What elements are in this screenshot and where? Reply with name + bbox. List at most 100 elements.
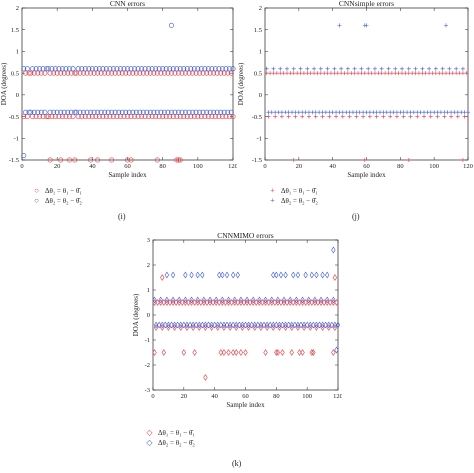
data-point-s1 bbox=[286, 114, 291, 119]
data-point-s2 bbox=[224, 271, 230, 279]
data-point-s1 bbox=[332, 71, 337, 76]
data-point-s2 bbox=[172, 321, 177, 329]
data-point-s2 bbox=[257, 296, 262, 304]
data-point-s2 bbox=[320, 110, 325, 115]
data-point-s2 bbox=[212, 321, 217, 329]
data-point-s2 bbox=[291, 66, 296, 71]
data-point-s1 bbox=[160, 114, 166, 120]
data-point-s1 bbox=[356, 71, 361, 76]
data-point-s1 bbox=[183, 299, 188, 306]
data-point-s2 bbox=[379, 66, 384, 71]
y-tick-label: 3 bbox=[147, 237, 150, 244]
data-point-s2 bbox=[221, 321, 227, 329]
data-point-s2 bbox=[170, 66, 176, 72]
data-point-s1 bbox=[450, 71, 455, 76]
data-point-s1 bbox=[234, 324, 239, 331]
data-point-s1 bbox=[156, 114, 162, 120]
data-point-s2 bbox=[75, 66, 81, 72]
y-tick-label: -3 bbox=[145, 387, 150, 394]
data-point-s1 bbox=[401, 114, 406, 119]
data-point-s1 bbox=[293, 114, 298, 119]
legend-marker-2: ○ bbox=[34, 196, 39, 205]
data-point-s2 bbox=[235, 271, 240, 279]
x-tick-label: 60 bbox=[242, 393, 249, 400]
data-point-s2 bbox=[226, 296, 231, 304]
data-point-s1 bbox=[30, 114, 36, 120]
data-point-s2 bbox=[384, 110, 389, 115]
data-point-s1 bbox=[37, 114, 43, 120]
data-point-s1 bbox=[422, 114, 427, 119]
data-point-s2 bbox=[220, 296, 225, 304]
data-point-s1 bbox=[215, 324, 220, 331]
data-point-s2 bbox=[281, 296, 287, 304]
y-tick-label: 0.5 bbox=[254, 70, 262, 77]
data-point-s1 bbox=[174, 157, 180, 163]
data-point-s1 bbox=[35, 70, 41, 76]
data-point-s1 bbox=[230, 114, 236, 120]
y-tick-label: 1 bbox=[259, 49, 262, 56]
data-point-s1 bbox=[435, 114, 440, 119]
data-point-s1 bbox=[212, 114, 218, 120]
chart-title: CNN errors bbox=[110, 0, 145, 8]
data-point-s2 bbox=[37, 66, 43, 72]
x-tick-label: 120 bbox=[228, 163, 237, 170]
legend-marker-1: + bbox=[270, 186, 275, 195]
data-point-s2 bbox=[305, 66, 310, 71]
data-point-s2 bbox=[195, 296, 200, 304]
data-point-s1 bbox=[200, 70, 206, 76]
data-point-s2 bbox=[168, 22, 174, 28]
data-point-s2 bbox=[52, 66, 58, 72]
data-point-s2 bbox=[310, 110, 315, 115]
data-point-s2 bbox=[306, 296, 311, 304]
data-point-s1 bbox=[177, 157, 183, 163]
data-point-s2 bbox=[110, 66, 116, 72]
data-point-s2 bbox=[354, 110, 359, 115]
data-point-s2 bbox=[334, 346, 339, 354]
legend-marker-1: ○ bbox=[34, 186, 39, 195]
data-point-s2 bbox=[126, 109, 132, 115]
data-point-s1 bbox=[359, 71, 364, 76]
data-point-s1 bbox=[219, 114, 225, 120]
data-point-s1 bbox=[202, 114, 208, 120]
data-point-s2 bbox=[231, 321, 236, 329]
data-point-s1 bbox=[266, 299, 271, 306]
data-point-s2 bbox=[195, 66, 201, 72]
data-point-s2 bbox=[244, 296, 250, 304]
data-point-s2 bbox=[284, 66, 289, 71]
x-tick-label: 20 bbox=[181, 393, 188, 400]
data-point-s1 bbox=[300, 114, 305, 119]
data-point-s2 bbox=[323, 110, 328, 115]
data-point-s2 bbox=[77, 109, 83, 115]
data-point-s1 bbox=[172, 324, 177, 331]
data-point-s1 bbox=[63, 114, 69, 120]
data-point-s2 bbox=[286, 321, 291, 329]
data-point-s2 bbox=[212, 66, 218, 72]
data-point-s2 bbox=[388, 110, 393, 115]
data-point-s2 bbox=[352, 66, 357, 71]
data-point-s1 bbox=[175, 70, 181, 76]
data-point-s1 bbox=[74, 70, 80, 76]
data-point-s1 bbox=[423, 71, 428, 76]
data-point-s2 bbox=[418, 110, 423, 115]
data-point-s1 bbox=[179, 70, 185, 76]
data-point-s2 bbox=[276, 110, 281, 115]
data-point-s1 bbox=[102, 70, 108, 76]
data-point-s1 bbox=[112, 70, 118, 76]
data-point-s1 bbox=[280, 349, 285, 356]
data-point-s1 bbox=[400, 71, 405, 76]
cnn-errors-plot: CNN errors 0 20 40 60 80 100 120 -1.5 -1 -0.5 0 0.5 1… bbox=[0, 0, 237, 179]
data-point-s2 bbox=[197, 109, 203, 115]
data-point-s1 bbox=[100, 114, 106, 120]
data-point-s2 bbox=[460, 66, 465, 71]
data-point-s1 bbox=[158, 70, 164, 76]
data-point-s2 bbox=[378, 110, 383, 115]
data-point-s1 bbox=[192, 299, 197, 306]
data-point-s2 bbox=[45, 66, 51, 72]
data-point-s1 bbox=[291, 71, 296, 76]
data-point-s2 bbox=[230, 66, 236, 72]
data-point-s2 bbox=[455, 110, 460, 115]
data-point-s2 bbox=[21, 153, 27, 159]
data-point-s2 bbox=[170, 296, 176, 304]
data-point-s2 bbox=[330, 110, 335, 115]
data-point-s2 bbox=[188, 66, 194, 72]
